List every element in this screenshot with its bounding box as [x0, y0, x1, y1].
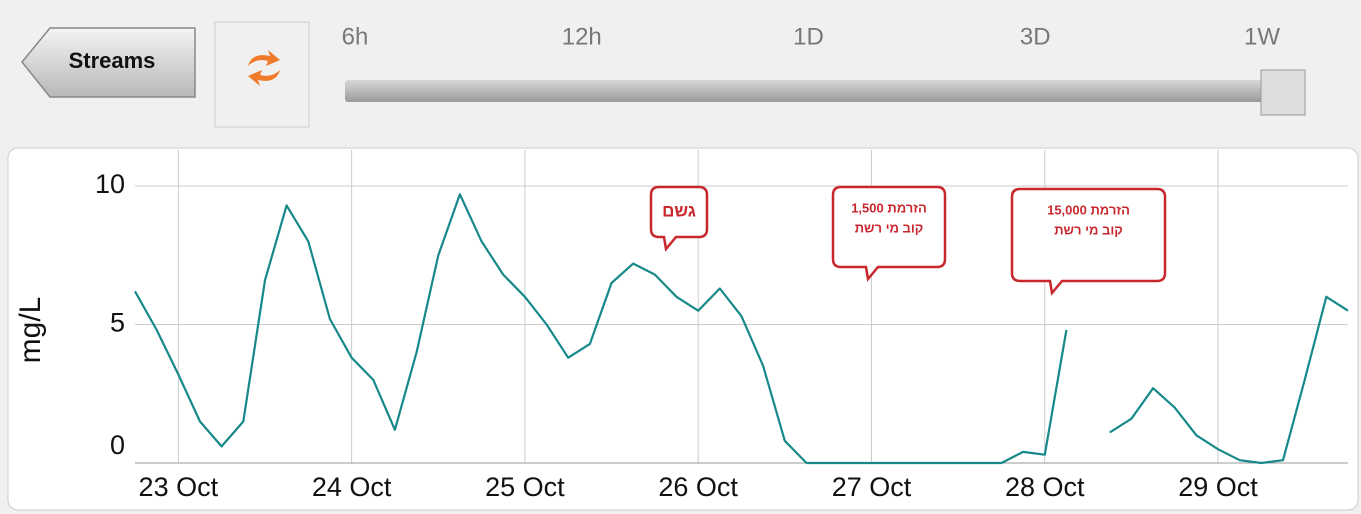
slider-thumb[interactable]: [1260, 69, 1306, 116]
x-tick-label: 27 Oct: [832, 472, 912, 502]
y-tick-label: 5: [110, 308, 125, 338]
annotation-text: קוב מי רשת: [855, 220, 924, 235]
x-tick-label: 23 Oct: [139, 472, 219, 502]
x-tick-label: 24 Oct: [312, 472, 392, 502]
annotation-text: הזרמת 15,000: [1047, 202, 1130, 217]
x-tick-label: 29 Oct: [1178, 472, 1258, 502]
range-label: 12h: [562, 23, 602, 50]
slider-track[interactable]: [345, 80, 1285, 102]
annotation-text: קוב מי רשת: [1054, 222, 1123, 237]
x-tick-label: 26 Oct: [658, 472, 738, 502]
annotation-bubble: [649, 185, 709, 252]
back-button[interactable]: Streams: [21, 27, 196, 98]
annotation: גשם: [649, 185, 709, 252]
annotation-text: הזרמת 1,500: [851, 200, 927, 215]
y-axis-label: mg/L: [14, 297, 47, 364]
y-tick-label: 10: [95, 169, 125, 199]
annotation-text: גשם: [662, 201, 696, 220]
annotation: הזרמת 15,000 קוב מי רשת: [1010, 187, 1167, 296]
annotation-bubble: [831, 185, 947, 282]
y-tick-label: 0: [110, 430, 125, 460]
range-label: 1W: [1244, 23, 1280, 50]
annotation: הזרמת 1,500 קוב מי רשת: [831, 185, 947, 282]
plot: 23 Oct 24 Oct 25 Oct 26 Oct 27 Oct 28 Oct 29 O…: [95, 150, 1349, 502]
x-tick-label: 25 Oct: [485, 472, 565, 502]
range-label: 6h: [342, 23, 369, 50]
range-label: 1D: [793, 23, 824, 50]
annotation-bubble: [1010, 187, 1167, 296]
range-label: 3D: [1020, 23, 1051, 50]
data-line: [134, 193, 1349, 465]
refresh-button[interactable]: [214, 21, 310, 128]
x-tick-label: 28 Oct: [1005, 472, 1085, 502]
range-slider[interactable]: 6h 12h 1D 3D 1W: [342, 23, 1306, 116]
back-label[interactable]: Streams: [69, 48, 156, 73]
